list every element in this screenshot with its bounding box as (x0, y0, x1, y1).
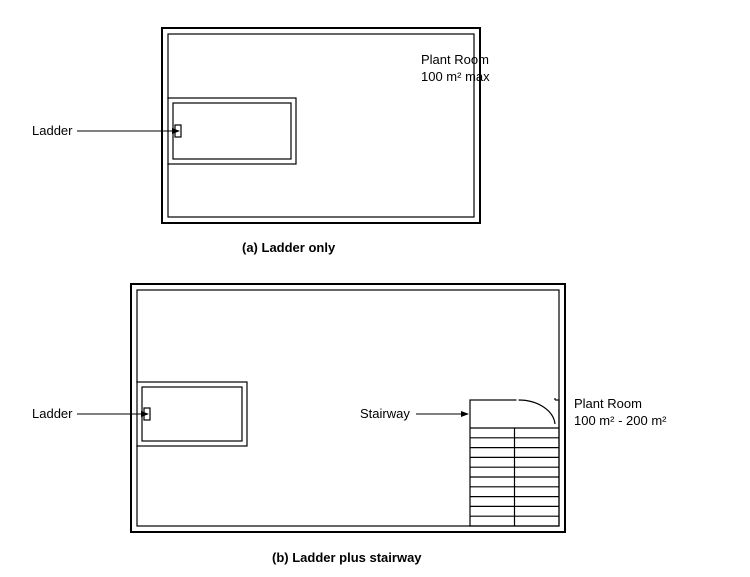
label-ladder-b: Ladder (32, 406, 72, 423)
label-room-b: Plant Room 100 m² - 200 m² (574, 396, 666, 430)
label-stair-b: Stairway (360, 406, 410, 423)
caption-a: (a) Ladder only (242, 240, 335, 255)
diagram-svg (0, 0, 750, 577)
label-ladder-a: Ladder (32, 123, 72, 140)
caption-b: (b) Ladder plus stairway (272, 550, 422, 565)
label-room-a: Plant Room 100 m² max (421, 52, 490, 86)
